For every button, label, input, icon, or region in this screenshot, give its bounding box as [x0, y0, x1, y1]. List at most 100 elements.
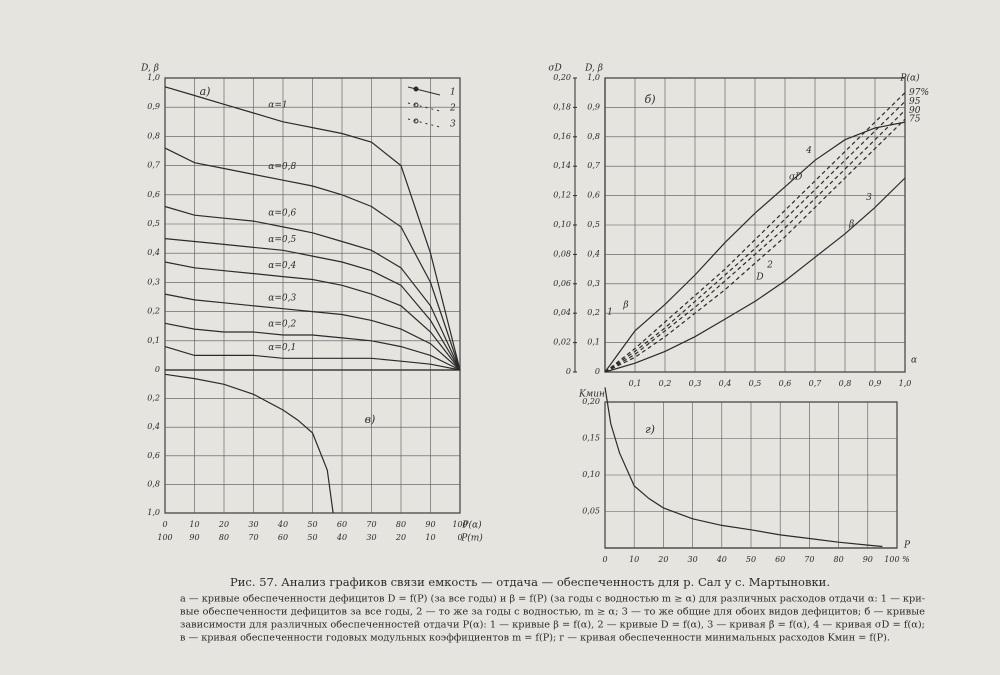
- y-tick-label: 0,6: [147, 451, 160, 460]
- curve-label: α=0,5: [268, 235, 296, 245]
- x-tick-label: 40: [716, 555, 727, 564]
- y-tick-label: 0,4: [587, 249, 600, 258]
- y-tick-label: 0,7: [587, 161, 601, 170]
- panel-label: а): [200, 85, 211, 98]
- curve: [164, 373, 334, 514]
- caption-line: зависимости для различных обеспеченносте…: [180, 620, 925, 631]
- curve-label: 95: [909, 97, 921, 107]
- panel-label: в): [365, 413, 376, 426]
- curve: [164, 238, 461, 371]
- y-tick-label: 0: [595, 367, 600, 376]
- x-tick-label: 0,3: [689, 379, 702, 388]
- y-tick-label: 0: [155, 365, 160, 374]
- y-tick-label: 1,0: [147, 73, 160, 82]
- y-tick-label: 0,8: [147, 131, 160, 140]
- curve-label: α=0,6: [268, 209, 296, 219]
- y2-tick-label: 0,20: [553, 73, 571, 82]
- y-tick-label: 0,1: [147, 336, 160, 345]
- curve: [604, 109, 906, 373]
- x-tick-label: 100: [452, 520, 467, 529]
- y2-tick-label: 0,14: [553, 161, 571, 170]
- x2-tick-label: 60: [278, 533, 288, 542]
- x-tick-label: 1,0: [899, 379, 912, 388]
- x-tick-label: 0,6: [779, 379, 792, 388]
- x-tick-label: 90: [863, 555, 873, 564]
- y-tick-label: 0,5: [587, 220, 600, 229]
- legend-label: 2: [449, 104, 456, 114]
- y-tick-label: 0,5: [147, 219, 160, 228]
- y2-tick-label: 0: [566, 367, 571, 376]
- curve-label: α=1: [268, 101, 287, 111]
- x-tick-label: 30: [688, 555, 698, 564]
- y2-tick-label: 0,06: [553, 279, 571, 288]
- annotation: β: [622, 301, 628, 311]
- y-tick-label: 0,7: [147, 161, 161, 170]
- y-tick-label: 0,3: [587, 279, 600, 288]
- annotation: 2: [766, 261, 773, 271]
- x-tick-label: 0,4: [719, 379, 732, 388]
- curve: [164, 205, 461, 371]
- y2-tick-label: 0,08: [553, 249, 571, 258]
- x-tick-label: 90: [425, 520, 435, 529]
- panel-label: г): [645, 423, 655, 436]
- x-tick-label: 0,9: [869, 379, 882, 388]
- x-tick-label: 50: [746, 555, 756, 564]
- curve: [164, 322, 461, 371]
- x-tick-label: 0,1: [629, 379, 642, 388]
- x-tick-label: 80: [834, 555, 844, 564]
- y2-tick-label: 0,16: [553, 132, 571, 141]
- x-tick-label: 0: [602, 555, 607, 564]
- curve-label: 90: [909, 106, 921, 116]
- x-tick-label: 40: [277, 520, 288, 529]
- x2-tick-label: 0: [457, 533, 462, 542]
- x-label: P(α): [461, 520, 482, 531]
- y-tick-label: 0,9: [587, 102, 600, 111]
- curve: [164, 147, 461, 371]
- x-tick-label: 0,2: [659, 379, 672, 388]
- y-tick-label: 1,0: [147, 508, 160, 517]
- x2-tick-label: 50: [307, 533, 317, 542]
- x-tick-label: 10: [189, 520, 199, 529]
- curve: [604, 118, 906, 373]
- x-tick-label: 60: [337, 520, 347, 529]
- x2-tick-label: 40: [336, 533, 347, 542]
- curve: [164, 261, 461, 371]
- x-tick-label: 0,8: [839, 379, 852, 388]
- legend-title: P(α): [899, 73, 920, 84]
- y-label: D, β: [584, 64, 603, 74]
- curve-label: σD: [789, 172, 802, 182]
- legend-marker: [413, 118, 419, 124]
- y-tick-label: 0,3: [147, 277, 160, 286]
- panel-label: б): [644, 93, 655, 106]
- x-tick-label: 50: [307, 520, 317, 529]
- curve: [604, 121, 906, 373]
- x-tick-label: 20: [218, 520, 229, 529]
- x-tick-label: 0,7: [809, 379, 823, 388]
- y2-tick-label: 0,02: [553, 338, 571, 347]
- curve: [164, 86, 461, 371]
- x-tick-label: 70: [804, 555, 814, 564]
- x2-tick-label: 100: [157, 533, 172, 542]
- y-tick-label: 0,15: [582, 434, 600, 443]
- curve: [604, 387, 883, 548]
- curve: [604, 177, 906, 373]
- x-tick-label: 10: [629, 555, 639, 564]
- x-label: α: [911, 356, 917, 366]
- y-tick-label: 0,20: [582, 397, 600, 406]
- x-tick-label: 60: [775, 555, 785, 564]
- curve-label: α=0,8: [268, 162, 296, 172]
- x2-tick-label: 30: [366, 533, 376, 542]
- y-tick-label: 0,6: [147, 190, 160, 199]
- y2-tick-label: 0,12: [553, 191, 571, 200]
- x-tick-label: 80: [396, 520, 406, 529]
- x2-tick-label: 80: [219, 533, 229, 542]
- x-tick-label: 20: [657, 555, 668, 564]
- caption-title: Рис. 57. Анализ графиков связи емкость —…: [230, 576, 830, 589]
- x2-tick-label: 20: [395, 533, 406, 542]
- curve: [164, 293, 461, 371]
- curve-label: α=0,3: [268, 293, 296, 303]
- y2-tick-label: 0,10: [553, 220, 571, 229]
- curve-number: 3: [866, 193, 872, 203]
